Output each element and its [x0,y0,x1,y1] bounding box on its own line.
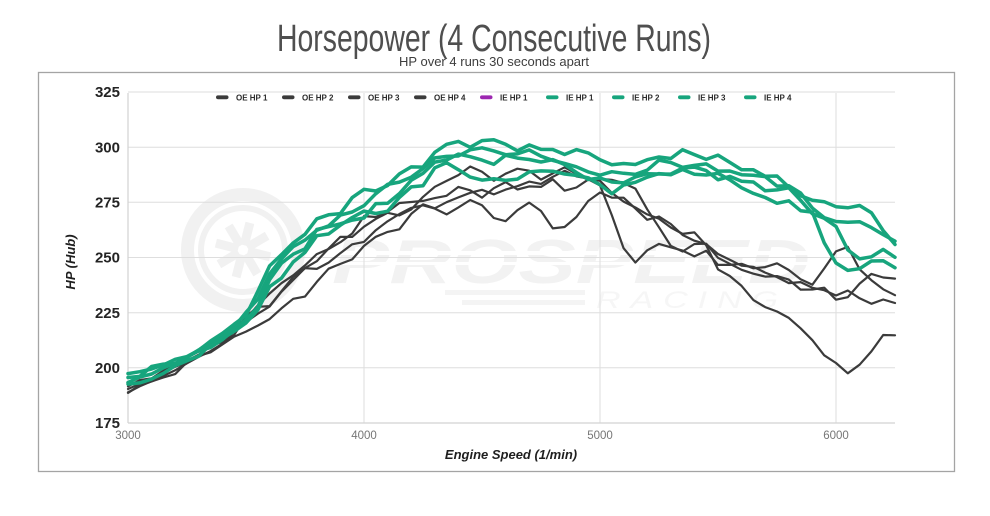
svg-text:Engine Speed (1/min): Engine Speed (1/min) [445,447,577,462]
svg-text:OE HP 4: OE HP 4 [434,94,466,103]
svg-text:IE HP 2: IE HP 2 [632,94,660,103]
svg-text:IE HP 1: IE HP 1 [500,94,528,103]
svg-text:4000: 4000 [351,430,377,442]
svg-text:225: 225 [95,305,120,322]
svg-text:325: 325 [95,84,120,101]
svg-text:IE HP 4: IE HP 4 [764,94,792,103]
svg-text:OE HP 1: OE HP 1 [236,94,268,103]
svg-text:HP (Hub): HP (Hub) [63,234,78,289]
svg-text:175: 175 [95,415,120,432]
svg-text:RACING: RACING [596,287,788,314]
svg-text:Horsepower (4 Consecutive Runs: Horsepower (4 Consecutive Runs) [277,18,711,60]
svg-text:3000: 3000 [115,430,141,442]
svg-text:6000: 6000 [823,430,849,442]
svg-text:200: 200 [95,360,120,377]
svg-text:IE HP 1: IE HP 1 [566,94,594,103]
svg-text:OE HP 2: OE HP 2 [302,94,334,103]
svg-text:5000: 5000 [587,430,613,442]
svg-text:275: 275 [95,195,120,212]
svg-text:300: 300 [95,139,120,156]
svg-text:IE HP 3: IE HP 3 [698,94,726,103]
svg-text:HP over 4 runs 30 seconds apar: HP over 4 runs 30 seconds apart [399,54,589,69]
svg-text:250: 250 [95,250,120,267]
svg-text:OE HP 3: OE HP 3 [368,94,400,103]
